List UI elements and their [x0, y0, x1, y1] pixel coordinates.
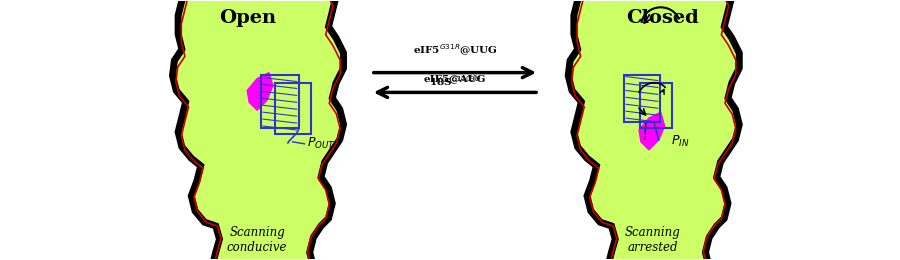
Text: $P_{IN}$: $P_{IN}$: [670, 134, 689, 150]
Text: $P_{OUT}$: $P_{OUT}$: [307, 136, 336, 151]
Polygon shape: [568, 0, 739, 260]
Text: Scanning
conducive: Scanning conducive: [227, 226, 287, 254]
Text: eIF5$^{G31R}$@UUG: eIF5$^{G31R}$@UUG: [412, 42, 498, 58]
Text: Closed: Closed: [626, 9, 699, 27]
Text: Scanning
arrested: Scanning arrested: [625, 226, 680, 254]
Text: 18S$^{C1209U}$: 18S$^{C1209U}$: [428, 75, 482, 88]
Text: eIF5@AUG: eIF5@AUG: [424, 75, 486, 84]
Text: Open: Open: [219, 9, 275, 27]
Polygon shape: [639, 112, 665, 150]
Polygon shape: [173, 0, 344, 260]
Polygon shape: [248, 73, 273, 110]
